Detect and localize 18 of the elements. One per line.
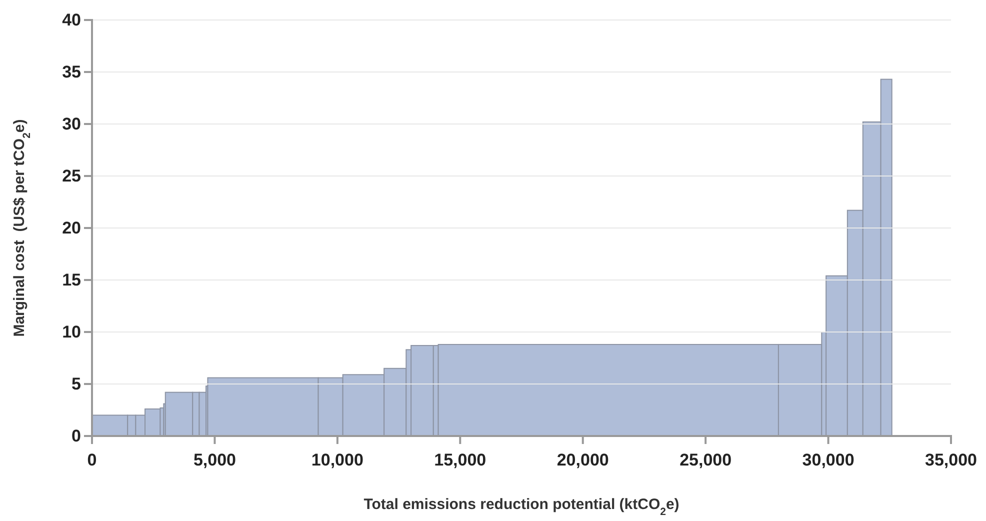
x-tick-label: 30,000 (802, 450, 854, 470)
x-tick-label: 10,000 (311, 450, 364, 470)
x-tick-label: 0 (87, 450, 97, 470)
y-tick-label: 0 (72, 426, 81, 446)
y-tick-label: 20 (62, 218, 81, 238)
x-tick-label: 15,000 (434, 450, 486, 470)
y-tick-label: 25 (62, 166, 81, 186)
x-tick-label: 25,000 (680, 450, 732, 470)
y-tick-label: 30 (62, 114, 81, 134)
y-tick-label: 10 (62, 322, 81, 342)
x-tick-label: 5,000 (193, 450, 236, 470)
y-tick-label: 5 (72, 374, 81, 394)
x-tick-label: 35,000 (925, 450, 977, 470)
x-axis-title: Total emissions reduction potential (ktCO$_{2}$e) (364, 496, 680, 518)
y-tick-label: 40 (62, 10, 81, 30)
y-tick-label: 15 (62, 270, 81, 290)
y-tick-label: 35 (62, 62, 81, 82)
x-tick-label: 20,000 (556, 450, 609, 470)
